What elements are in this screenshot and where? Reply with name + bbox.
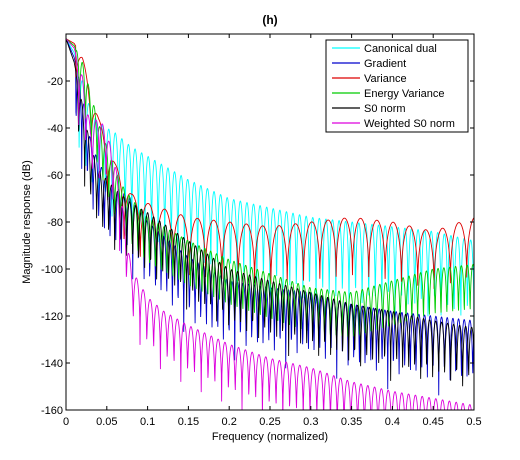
legend-label: Canonical dual	[364, 43, 437, 55]
y-tick-label: -100	[41, 264, 63, 276]
y-tick-label: -60	[47, 170, 63, 182]
x-axis-label: Frequency (normalized)	[212, 431, 328, 443]
legend-label: Gradient	[364, 58, 406, 70]
x-tick-label: 0.4	[385, 416, 400, 428]
legend-label: S0 norm	[364, 103, 406, 115]
y-tick-label: -40	[47, 123, 63, 135]
chart-title: (h)	[262, 13, 277, 27]
y-axis: -160 -140 -120 -100 -80 -60 -40 -20	[41, 76, 474, 417]
series-line-energy-variance	[66, 38, 474, 337]
x-tick-label: 0.3	[303, 416, 318, 428]
legend-label: Energy Variance	[364, 88, 445, 100]
x-axis: 0 0.05 0.1 0.15 0.2 0.25 0.3 0.35 0.4 0.45 0.5	[63, 34, 482, 428]
series-line-weighted-s0-norm	[66, 38, 472, 410]
x-tick-label: 0.2	[222, 416, 237, 428]
x-tick-label: 0.15	[178, 416, 199, 428]
y-tick-label: -20	[47, 76, 63, 88]
series-line-variance	[66, 38, 474, 289]
y-tick-label: -160	[41, 405, 63, 417]
y-tick-label: -140	[41, 358, 63, 370]
y-tick-label: -120	[41, 311, 63, 323]
legend: Canonical dual Gradient Variance Energy Var…	[325, 39, 469, 133]
x-tick-label: 0.35	[341, 416, 362, 428]
x-tick-label: 0	[63, 416, 69, 428]
legend-label: Variance	[364, 73, 407, 85]
y-axis-label: Magnitude response (dB)	[21, 160, 33, 284]
x-tick-label: 0.5	[466, 416, 481, 428]
legend-label: Weighted S0 norm	[364, 118, 455, 130]
legend-box	[325, 39, 469, 133]
series-line-s0-norm	[66, 38, 474, 387]
x-tick-label: 0.1	[140, 416, 155, 428]
series-layer	[66, 38, 474, 410]
x-tick-label: 0.25	[259, 416, 280, 428]
y-tick-label: -80	[47, 217, 63, 229]
x-tick-label: 0.45	[422, 416, 443, 428]
x-tick-label: 0.05	[96, 416, 117, 428]
